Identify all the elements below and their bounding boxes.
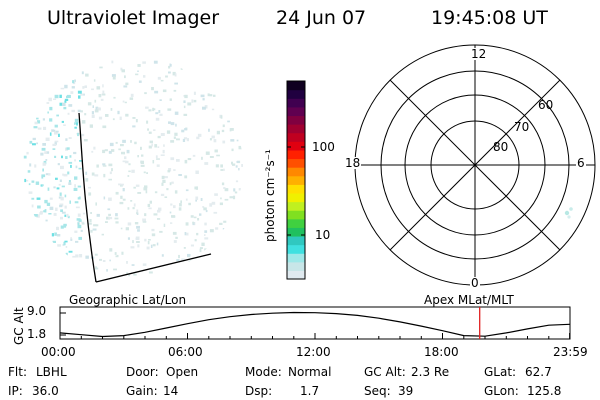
gain-label: Gain:: [126, 384, 158, 398]
colorbar-cell: [287, 270, 305, 280]
altitude-series-line: [59, 311, 570, 338]
mlt-label-6: 6: [576, 156, 586, 170]
lat-label-80: 80: [493, 140, 509, 154]
colorbar-cell: [287, 235, 305, 246]
colorbar-cell: [287, 218, 305, 228]
colorbar-cell: [287, 81, 305, 91]
uv-intensity-field: [23, 60, 243, 277]
mode-value: Normal: [288, 365, 332, 379]
ip-value: 36.0: [32, 384, 59, 398]
gcalt-value: 2.3 Re: [411, 365, 450, 379]
dsp-value: 1.7: [300, 384, 320, 398]
colorbar-frame: [286, 80, 306, 280]
colorbar-cell: [287, 210, 305, 220]
glat-label: GLat:: [484, 365, 517, 379]
terminator-line: [78, 112, 97, 283]
colorbar-cell: [287, 184, 305, 194]
door-label: Door:: [126, 365, 159, 379]
polar-diagonal-b: [389, 79, 561, 251]
mlt-label-12: 12: [470, 47, 488, 61]
ip-label: IP:: [8, 384, 23, 398]
colorbar-cell: [287, 261, 305, 271]
header-date: 24 Jun 07: [276, 7, 367, 29]
flt-value: LBHL: [36, 365, 67, 379]
image-edge-line: [95, 253, 212, 283]
colorbar-cell: [287, 192, 305, 203]
colorbar-gradient: [287, 81, 305, 280]
glat-value: 62.7: [525, 365, 552, 379]
lat-label-60: 60: [538, 98, 554, 112]
colorbar-cell: [287, 167, 305, 177]
gain-value: 14: [163, 384, 179, 398]
gcalt-label: GC Alt:: [364, 365, 406, 379]
strip-ytick-top: 9.0: [27, 304, 47, 318]
seq-value: 39: [398, 384, 414, 398]
strip-xtick-label-1200: 12:00: [296, 345, 331, 359]
colorbar-cell: [287, 115, 305, 125]
mlt-label-18: 18: [344, 156, 362, 170]
lat-label-70: 70: [514, 120, 530, 134]
strip-xtick-label-1800: 18:00: [424, 345, 459, 359]
colorbar-cell: [287, 124, 305, 134]
mlt-label-0: 0: [470, 276, 480, 290]
glon-value: 125.8: [527, 384, 562, 398]
polar-emission-spot: [564, 207, 573, 219]
strip-left-title: Geographic Lat/Lon: [69, 293, 187, 307]
instrument-title: Ultraviolet Imager: [47, 7, 220, 29]
glon-label: GLon:: [484, 384, 519, 398]
colorbar-cell: [287, 253, 305, 263]
mode-label: Mode:: [245, 365, 282, 379]
door-value: Open: [166, 365, 199, 379]
colorbar-label-100: 100: [312, 140, 335, 154]
strip-xtick-label-0000: 00:00: [41, 345, 76, 359]
dsp-label: Dsp:: [245, 384, 273, 398]
seq-label: Seq:: [364, 384, 391, 398]
header-time: 19:45:08 UT: [431, 7, 548, 29]
colorbar-cell: [287, 158, 305, 168]
colorbar-cell: [287, 89, 305, 99]
colorbar-cell: [287, 98, 305, 108]
colorbar-cell: [287, 149, 305, 160]
colorbar-cell: [287, 175, 305, 185]
colorbar-cell: [287, 244, 305, 254]
colorbar-cell: [287, 227, 305, 237]
colorbar-cell: [287, 141, 305, 151]
colorbar-cell: [287, 132, 305, 142]
strip-xtick-label-2359: 23:59: [553, 345, 588, 359]
strip-xtick-label-0600: 06:00: [168, 345, 203, 359]
strip-right-title: Apex MLat/MLT: [424, 293, 514, 307]
flt-label: Flt:: [8, 365, 27, 379]
colorbar-cell: [287, 106, 305, 117]
colorbar-label-10: 10: [315, 228, 331, 242]
colorbar-cell: [287, 201, 305, 211]
strip-ytick-bottom: 1.8: [27, 327, 47, 341]
strip-xticks: [59, 333, 571, 339]
